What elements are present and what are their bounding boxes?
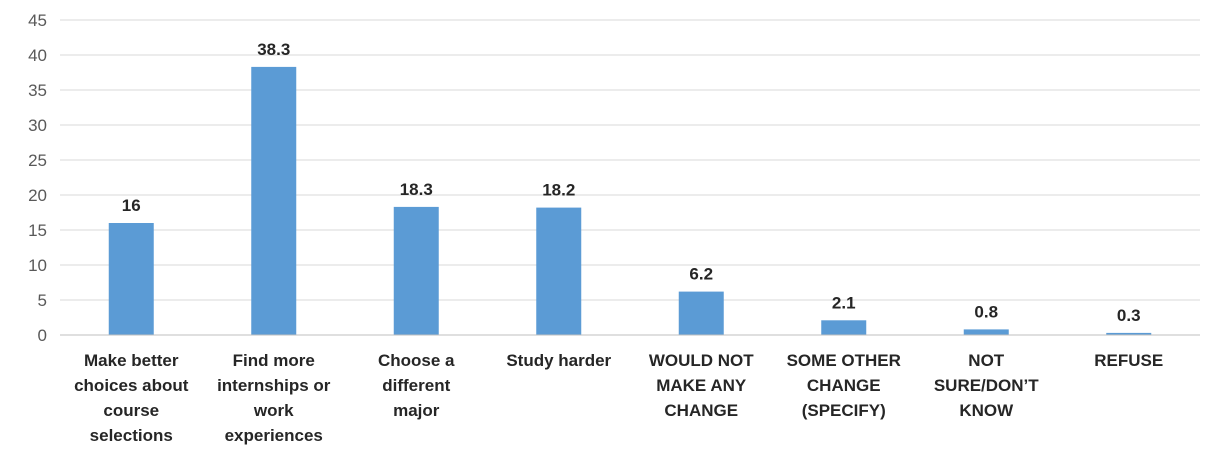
- bar: [963, 329, 1009, 335]
- bar: [1106, 332, 1152, 335]
- bar: [678, 291, 724, 335]
- category-label-line: Study harder: [506, 351, 611, 370]
- data-label: 0.3: [1117, 306, 1141, 325]
- category-label-line: MAKE ANY: [656, 376, 747, 395]
- bar: [536, 207, 582, 335]
- data-label: 0.8: [974, 302, 998, 321]
- category-label-line: NOT: [968, 351, 1005, 370]
- bar: [108, 223, 154, 335]
- category-label: Study harder: [506, 351, 611, 370]
- category-label: Choose a different major: [378, 351, 455, 420]
- gridlines: [60, 19, 1200, 301]
- category-label-line: (SPECIFY): [802, 401, 886, 420]
- bar: [821, 320, 867, 335]
- category-label: Make better choices about course selections: [74, 351, 189, 445]
- category-label-line: SURE/DON’T: [934, 376, 1039, 395]
- category-label-line: WOULD NOT: [649, 351, 754, 370]
- y-axis-ticks: 0 5 10 15 20 25 30 35 40 45: [28, 11, 47, 345]
- data-label: 6.2: [689, 265, 713, 284]
- category-label: Find more internships or work experiences: [217, 351, 331, 445]
- category-label: WOULD NOT MAKE ANY CHANGE: [649, 351, 754, 420]
- category-label-line: KNOW: [959, 401, 1014, 420]
- category-label-line: Make better: [84, 351, 179, 370]
- category-label: REFUSE: [1094, 351, 1163, 370]
- category-label-line: Choose a: [378, 351, 455, 370]
- category-label-line: SOME OTHER: [787, 351, 901, 370]
- category-label-line: experiences: [225, 426, 323, 445]
- y-tick-label: 0: [38, 326, 47, 345]
- category-label-line: Find more: [233, 351, 315, 370]
- category-label: NOT SURE/DON’T KNOW: [934, 351, 1039, 420]
- category-label-line: internships or: [217, 376, 331, 395]
- category-label-line: CHANGE: [807, 376, 881, 395]
- y-tick-label: 20: [28, 186, 47, 205]
- bar: [393, 206, 439, 335]
- y-tick-label: 15: [28, 221, 47, 240]
- category-label-line: work: [253, 401, 294, 420]
- data-label: 16: [122, 196, 141, 215]
- data-label: 18.3: [400, 180, 433, 199]
- data-label: 2.1: [832, 293, 856, 312]
- y-tick-label: 5: [38, 291, 47, 310]
- category-label-line: course: [103, 401, 159, 420]
- y-tick-label: 10: [28, 256, 47, 275]
- bars: [108, 66, 1152, 336]
- y-tick-label: 45: [28, 11, 47, 30]
- bar: [251, 66, 297, 336]
- category-label: SOME OTHER CHANGE (SPECIFY): [787, 351, 901, 420]
- y-tick-label: 30: [28, 116, 47, 135]
- category-label-line: selections: [90, 426, 173, 445]
- category-labels: Make better choices about course selections…: [74, 351, 1163, 445]
- y-tick-label: 25: [28, 151, 47, 170]
- category-label-line: different: [382, 376, 450, 395]
- category-label-line: REFUSE: [1094, 351, 1163, 370]
- category-label-line: major: [393, 401, 440, 420]
- data-label: 38.3: [257, 40, 290, 59]
- category-label-line: CHANGE: [664, 401, 738, 420]
- category-label-line: choices about: [74, 376, 189, 395]
- y-tick-label: 35: [28, 81, 47, 100]
- data-labels: 16 38.3 18.3 18.2 6.2 2.1 0.8 0.3: [122, 40, 1141, 325]
- y-tick-label: 40: [28, 46, 47, 65]
- data-label: 18.2: [542, 181, 575, 200]
